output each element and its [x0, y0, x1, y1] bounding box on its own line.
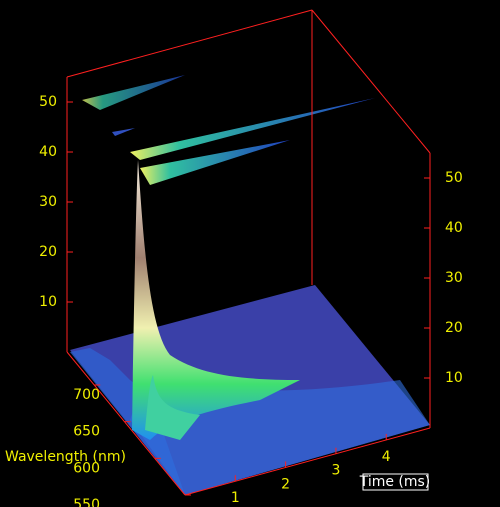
- y-tick-label: 650: [73, 424, 100, 440]
- z-tick-label: 20: [39, 244, 57, 260]
- box-edge: [184, 427, 431, 496]
- z-tick-label: 40: [39, 144, 57, 160]
- z-tick-label: 50: [39, 94, 57, 110]
- z-tick-label: 10: [39, 294, 57, 310]
- x-axis-label: Time (ms): [359, 474, 431, 490]
- x-tick-label: 3: [331, 463, 340, 479]
- y-axis-label: Wavelength (nm): [5, 449, 126, 465]
- surface: [70, 75, 430, 495]
- z-tick-label: 30: [39, 194, 57, 210]
- x-tick-label: 1: [231, 490, 240, 506]
- box-edge: [66, 351, 186, 496]
- y-tick-label: 600: [73, 460, 100, 476]
- y-tick-label: 550: [73, 497, 100, 507]
- z-tick-label: 10: [445, 370, 463, 386]
- x-tick-label: 4: [382, 449, 391, 465]
- box-edge: [311, 9, 431, 154]
- z-tick-label: 40: [445, 220, 463, 236]
- x-label-box: [362, 473, 429, 491]
- z-tick-label: 50: [445, 170, 463, 186]
- y-tick-label: 700: [73, 387, 100, 403]
- z-tick-label: 20: [445, 320, 463, 336]
- x-tick-label: 2: [281, 476, 290, 492]
- z-tick-label: 30: [445, 270, 463, 286]
- box-edge: [66, 9, 313, 78]
